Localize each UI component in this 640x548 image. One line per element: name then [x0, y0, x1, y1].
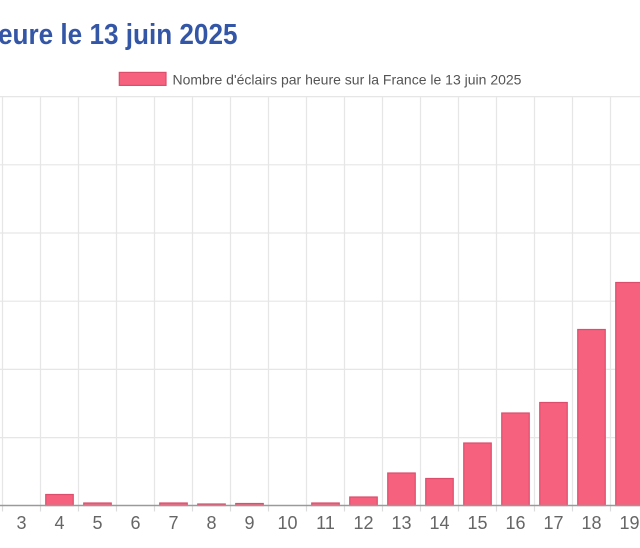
svg-text:12: 12 — [353, 513, 373, 533]
svg-text:7: 7 — [168, 513, 178, 533]
svg-text:16: 16 — [505, 513, 525, 533]
svg-text:18: 18 — [581, 513, 601, 533]
svg-text:11: 11 — [316, 513, 335, 533]
svg-text:Nombre d'éclairs par heure sur: Nombre d'éclairs par heure sur la France… — [173, 72, 522, 88]
svg-text:eure le 13 juin 2025: eure le 13 juin 2025 — [0, 19, 238, 51]
svg-text:10: 10 — [277, 513, 297, 533]
svg-text:6: 6 — [130, 513, 140, 533]
svg-text:17: 17 — [543, 513, 563, 533]
svg-text:4: 4 — [54, 513, 64, 533]
svg-text:19: 19 — [619, 513, 639, 533]
svg-text:3: 3 — [16, 513, 26, 533]
svg-text:9: 9 — [244, 513, 254, 533]
svg-text:14: 14 — [429, 513, 449, 533]
svg-text:13: 13 — [391, 513, 411, 533]
svg-text:5: 5 — [92, 513, 102, 533]
svg-text:8: 8 — [206, 513, 216, 533]
svg-text:15: 15 — [467, 513, 487, 533]
